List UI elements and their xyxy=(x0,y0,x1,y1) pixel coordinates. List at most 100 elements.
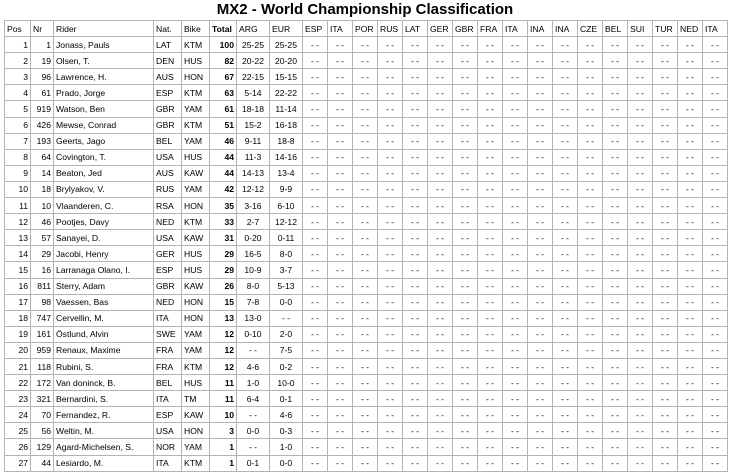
page-title: MX2 - World Championship Classification xyxy=(216,1,514,18)
result-cell-empty: - - xyxy=(327,245,353,263)
result-cell-empty: - - xyxy=(402,100,428,118)
result-cell-empty: - - xyxy=(577,229,603,247)
result-cell-empty: - - xyxy=(502,148,528,166)
result-cell-empty: - - xyxy=(552,454,578,472)
result-cell-empty: - - xyxy=(627,309,653,327)
result-cell-empty: - - xyxy=(377,277,403,295)
result-cell-empty: - - xyxy=(327,116,353,134)
column-header: EUR xyxy=(269,19,303,38)
column-header: CZE xyxy=(577,19,603,38)
result-cell-empty: - - xyxy=(352,454,378,472)
result-cell-empty: - - xyxy=(302,438,328,456)
result-cell-empty: - - xyxy=(352,148,378,166)
column-header: Nat. xyxy=(153,19,182,38)
result-cell-empty: - - xyxy=(377,148,403,166)
table-row: 25 56 Weltin, M. USA HON 3 0-0 0-3- -- -- -- --… xyxy=(4,422,728,440)
result-cell-empty: - - xyxy=(502,197,528,215)
result-cell-arg: 22-15 xyxy=(236,68,270,86)
result-cell-empty: - - xyxy=(377,406,403,424)
result-cell-empty: - - xyxy=(502,213,528,231)
bike-cell: HUS xyxy=(181,245,210,263)
result-cell-empty: - - xyxy=(377,261,403,279)
result-cell-empty: - - xyxy=(427,164,453,182)
result-cell-empty: - - xyxy=(302,293,328,311)
result-cell-arg: 3-16 xyxy=(236,197,270,215)
result-cell-empty: - - xyxy=(302,52,328,70)
result-cell-empty: - - xyxy=(302,309,328,327)
result-cell-empty: - - xyxy=(477,422,503,440)
result-cell-empty: - - xyxy=(377,309,403,327)
nationality-cell: AUS xyxy=(153,164,182,182)
result-cell-empty: - - xyxy=(377,438,403,456)
result-cell-empty: - - xyxy=(302,261,328,279)
result-cell-empty: - - xyxy=(452,390,478,408)
column-header: LAT xyxy=(402,19,428,38)
result-cell-empty: - - xyxy=(427,374,453,392)
result-cell-empty: - - xyxy=(327,406,353,424)
result-cell-empty: - - xyxy=(602,245,628,263)
result-cell-empty: - - xyxy=(377,422,403,440)
result-cell-empty: - - xyxy=(377,36,403,54)
result-cell-empty: - - xyxy=(377,180,403,199)
result-cell-empty: - - xyxy=(702,197,728,215)
position-cell: 22 xyxy=(4,374,31,392)
result-cell-empty: - - xyxy=(652,277,678,295)
rider-name-cell: Renaux, Maxime xyxy=(53,341,154,359)
bike-cell: KAW xyxy=(181,277,210,295)
rider-name-cell: Sterry, Adam xyxy=(53,277,154,295)
result-cell-empty: - - xyxy=(552,357,578,376)
result-cell-empty: - - xyxy=(577,454,603,472)
result-cell-empty: - - xyxy=(702,180,728,199)
total-points-cell: 35 xyxy=(209,197,237,215)
nationality-cell: GBR xyxy=(153,116,182,134)
result-cell-eur: 0-0 xyxy=(269,454,303,472)
table-row: 26 129 Agard-Michelsen, S. NOR YAM 1- -1-0- -… xyxy=(4,438,728,456)
result-cell-empty: - - xyxy=(627,293,653,311)
result-cell-empty: - - xyxy=(527,132,553,150)
result-cell-empty: - - xyxy=(652,357,678,376)
result-cell-arg: 10-9 xyxy=(236,261,270,279)
result-cell-arg: 5-14 xyxy=(236,84,270,102)
bike-cell: HUS xyxy=(181,374,210,392)
result-cell-eur: 11-14 xyxy=(269,100,303,118)
result-cell-empty: - - xyxy=(652,52,678,70)
result-cell-empty: - - xyxy=(577,213,603,231)
table-row: 17 98 Vaessen, Bas NED HON 15 7-8 0-0- -- -- --… xyxy=(4,293,728,311)
result-cell-empty: - - xyxy=(627,100,653,118)
result-cell-empty: - - xyxy=(477,164,503,182)
result-cell-empty: - - xyxy=(577,277,603,295)
rider-name-cell: Östlund, Alvin xyxy=(53,325,154,343)
result-cell-empty: - - xyxy=(702,116,728,134)
result-cell-empty: - - xyxy=(427,100,453,118)
position-cell: 21 xyxy=(4,357,31,376)
nationality-cell: FRA xyxy=(153,357,182,376)
result-cell-empty: - - xyxy=(427,180,453,199)
result-cell-empty: - - xyxy=(477,357,503,376)
rider-number-cell: 96 xyxy=(30,68,54,86)
nationality-cell: SWE xyxy=(153,325,182,343)
result-cell-empty: - - xyxy=(402,422,428,440)
result-cell-empty: - - xyxy=(352,406,378,424)
column-header: NED xyxy=(677,19,703,38)
nationality-cell: NED xyxy=(153,293,182,311)
result-cell-empty: - - xyxy=(377,325,403,343)
column-header: ITA xyxy=(502,19,528,38)
rider-name-cell: Bernardini, S. xyxy=(53,390,154,408)
result-cell-empty: - - xyxy=(377,68,403,86)
result-cell-empty: - - xyxy=(702,293,728,311)
result-cell-empty: - - xyxy=(677,197,703,215)
nationality-cell: USA xyxy=(153,422,182,440)
result-cell-empty: - - xyxy=(602,325,628,343)
result-cell-empty: - - xyxy=(527,293,553,311)
column-header: INA xyxy=(527,19,553,38)
rider-number-cell: 811 xyxy=(30,277,54,295)
result-cell-empty: - - xyxy=(477,245,503,263)
result-cell-empty: - - xyxy=(402,164,428,182)
result-cell-empty: - - xyxy=(477,341,503,359)
nationality-cell: GBR xyxy=(153,100,182,118)
bike-cell: HUS xyxy=(181,52,210,70)
result-cell-empty: - - xyxy=(677,390,703,408)
result-cell-empty: - - xyxy=(352,68,378,86)
result-cell-empty: - - xyxy=(502,261,528,279)
rider-name-cell: Pootjes, Davy xyxy=(53,213,154,231)
